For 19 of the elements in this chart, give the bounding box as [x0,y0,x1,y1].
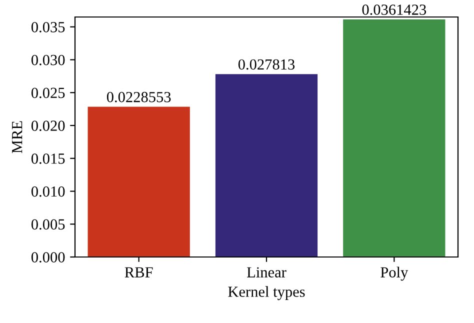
y-tick-label: 0.010 [31,186,65,197]
x-axis-title: Kernel types [228,286,305,300]
bar [343,19,446,257]
x-tick-label: Linear [247,267,286,278]
y-tick-label: 0.000 [31,252,65,263]
y-tick-label: 0.020 [31,120,65,132]
x-tick-label: Poly [380,266,408,281]
data-label: 0.0228553 [106,92,171,102]
y-tick-label: 0.025 [31,88,65,98]
bar [215,74,318,257]
y-tick-label: 0.030 [31,54,65,66]
y-tick-label: 0.035 [31,22,65,32]
bar [88,106,190,257]
y-tick-label: 0.005 [31,219,65,230]
data-label: 0.0361423 [362,4,426,15]
x-tick-label: RBF [124,267,153,278]
y-axis-title: MRE [12,121,22,154]
data-label: 0.027813 [238,59,295,70]
y-tick-label: 0.015 [31,154,65,164]
